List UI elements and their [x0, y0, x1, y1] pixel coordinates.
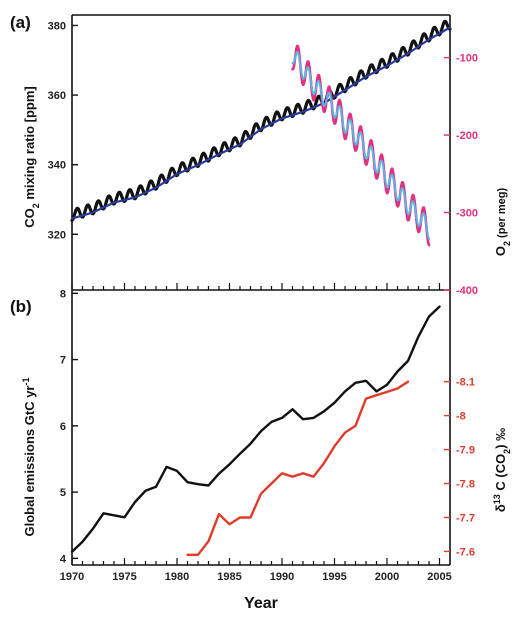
x-tick-label: 1975: [112, 571, 136, 583]
x-tick-label: 1970: [60, 571, 84, 583]
x-tick-label: 1990: [270, 571, 294, 583]
y-left-tick-label: 380: [48, 20, 66, 32]
panel-a-y-right-label: O2 (per meg): [493, 188, 512, 257]
y-right-tick-label: -200: [456, 130, 478, 142]
y-right-tick-label: -7.7: [456, 512, 475, 524]
y-right-tick-label: -100: [456, 53, 478, 65]
panel-b-series-line-emissions-black: [70, 305, 441, 553]
y-left-tick-label: 6: [60, 421, 66, 433]
panel-b-frame: [71, 290, 451, 566]
panel-a-plot: [70, 19, 452, 247]
x-tick-label: 1985: [217, 571, 241, 583]
y-left-tick-label: 4: [60, 553, 67, 565]
y-right-tick-label: -7.8: [456, 479, 475, 491]
y-right-tick-label: -7.9: [456, 445, 475, 457]
panel-a-series-line-seasonal-cyan: [291, 50, 430, 240]
panel-b-plot: [70, 305, 441, 556]
panel-a-label: (a): [10, 13, 31, 32]
x-tick-label: 2000: [375, 571, 399, 583]
x-tick-label: 2005: [427, 571, 451, 583]
panel-a-series-line-trend-blue: [70, 26, 452, 220]
panel-a-series-line-seasonal-black: [70, 19, 452, 222]
y-left-tick-label: 7: [60, 355, 66, 367]
y-right-tick-label: -8: [456, 411, 466, 423]
axes-layer: 320 340 360 380 -100 -200 -300 -400 4 5 6 7 8 -7.6 -7.…: [48, 20, 478, 583]
panel-b-series-line-d13c-red: [186, 380, 410, 556]
panel-b-label: (b): [10, 297, 32, 316]
y-right-tick-label: -300: [456, 208, 478, 220]
panel-b-y-left-label: Global emissions GtC yr-1: [21, 377, 37, 536]
y-right-tick-label: -8.1: [456, 377, 475, 389]
y-left-tick-label: 340: [48, 160, 66, 172]
y-left-tick-label: 360: [48, 90, 66, 102]
panel-b-y-right-label: δ13 C (CO2) ‰: [492, 428, 512, 512]
y-left-tick-label: 8: [60, 288, 66, 300]
y-right-tick-label: -400: [456, 285, 478, 297]
y-left-tick-label: 320: [48, 229, 66, 241]
x-axis-label: Year: [244, 595, 278, 612]
y-left-tick-label: 5: [60, 487, 66, 499]
x-tick-label: 1980: [165, 571, 189, 583]
y-right-tick-label: -7.6: [456, 546, 475, 558]
x-tick-label: 1995: [322, 571, 346, 583]
panel-a-y-left-label: CO2 mixing ratio [ppm]: [22, 86, 41, 228]
